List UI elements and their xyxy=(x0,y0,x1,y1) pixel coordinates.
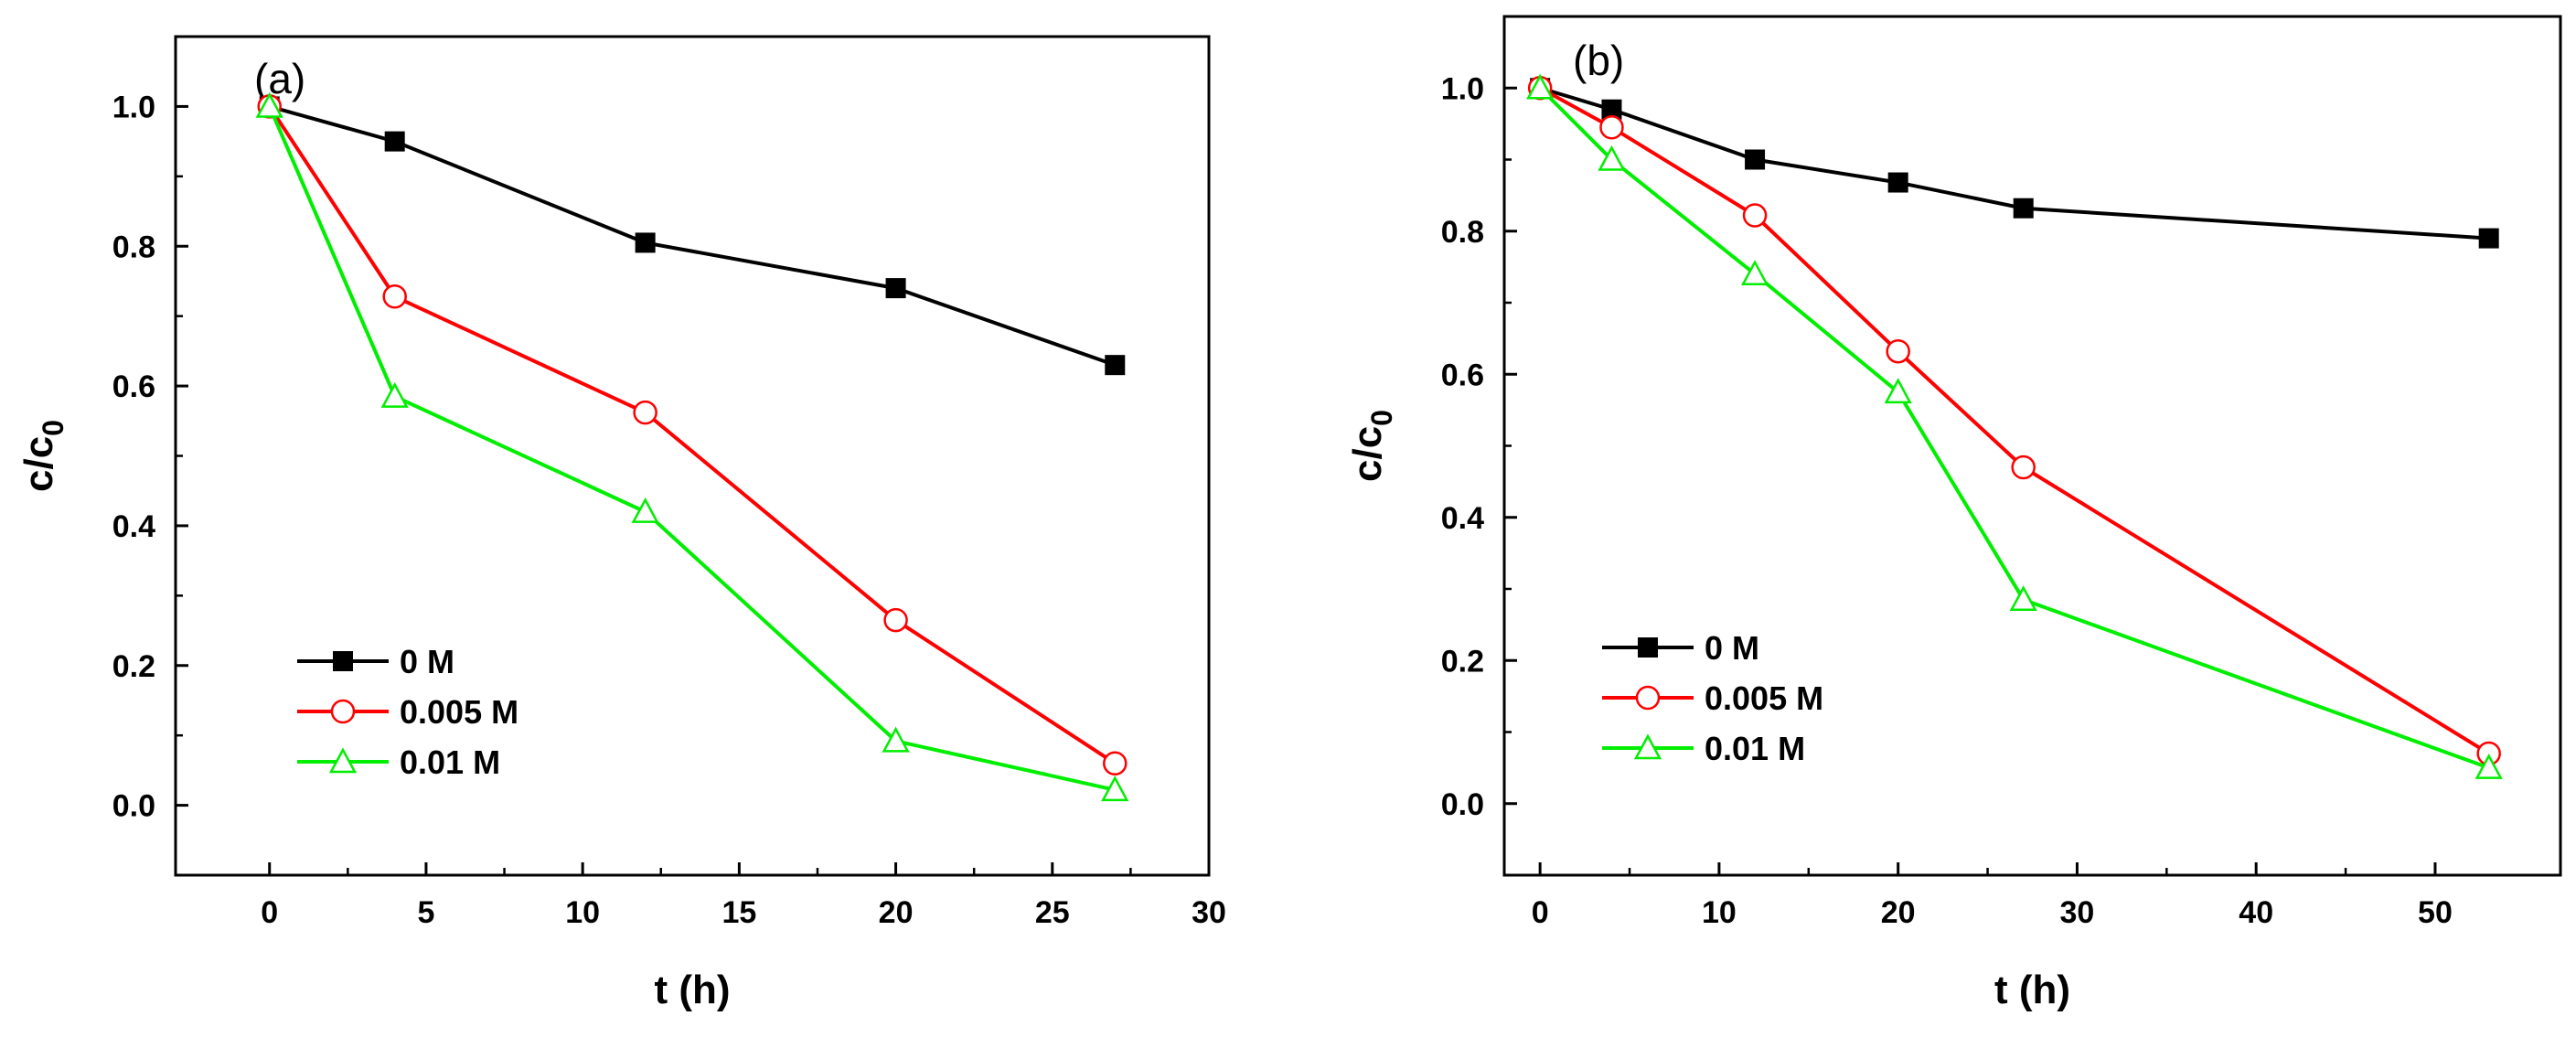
data-point xyxy=(1599,115,1624,140)
series-1 xyxy=(257,94,1128,775)
legend-label: 0 M xyxy=(1705,629,1759,667)
y-tick-label: 0.2 xyxy=(1441,644,1484,679)
data-point xyxy=(883,607,908,633)
panel-label: (b) xyxy=(1573,37,1624,84)
y-tick-label: 0.4 xyxy=(1441,501,1484,536)
legend-marker xyxy=(1635,685,1661,711)
data-point xyxy=(2013,198,2034,219)
data-point xyxy=(1886,338,1910,364)
y-tick-label: 0.6 xyxy=(112,369,155,404)
data-point xyxy=(1601,99,1622,120)
x-tick-label: 20 xyxy=(1881,895,1916,930)
x-tick-label: 0 xyxy=(1532,895,1549,930)
x-tick-label: 40 xyxy=(2239,895,2273,930)
data-point xyxy=(380,381,409,408)
plot-frame xyxy=(174,35,1211,877)
data-point xyxy=(1884,378,1912,404)
series-line xyxy=(1539,86,2490,755)
legend-marker xyxy=(328,747,358,774)
data-point xyxy=(384,131,405,152)
legend: 0 M 0.005 M 0.01 M xyxy=(297,643,518,781)
y-axis-title: c/c0 xyxy=(16,420,69,492)
legend-marker xyxy=(330,699,356,724)
y-tick-label: 0.8 xyxy=(112,230,155,264)
legend-label: 0.005 M xyxy=(400,693,518,731)
series-2 xyxy=(1526,73,2503,779)
series-line xyxy=(267,105,1116,792)
y-tick-label: 1.0 xyxy=(112,90,155,124)
x-tick-label: 25 xyxy=(1035,895,1070,930)
x-tick-label: 50 xyxy=(2418,895,2453,930)
x-tick-label: 5 xyxy=(417,895,434,930)
x-tick-label: 15 xyxy=(721,895,756,930)
data-point xyxy=(631,497,659,523)
data-point xyxy=(2478,228,2499,249)
x-tick-label: 20 xyxy=(879,895,914,930)
series-line xyxy=(1539,86,2489,241)
series-line xyxy=(268,105,1117,765)
y-tick-label: 0.4 xyxy=(112,509,155,544)
x-axis-title: t (h) xyxy=(654,968,730,1012)
legend-label: 0.01 M xyxy=(400,743,500,781)
data-point xyxy=(633,400,657,425)
x-tick-label: 0 xyxy=(261,895,278,930)
data-point xyxy=(1887,172,1908,193)
y-tick-label: 0.8 xyxy=(1441,215,1484,250)
data-point xyxy=(1740,260,1769,285)
data-point xyxy=(255,91,283,118)
legend: 0 M 0.005 M 0.01 M xyxy=(1602,629,1823,767)
chart-panel-a: 0 5 10 15 20 25 30 0.0 0.2 0.4 0.6 0.8 1.0 t (h) c/c0 (… xyxy=(16,35,1226,1012)
data-point xyxy=(1105,355,1126,376)
x-axis-title: t (h) xyxy=(1994,968,2070,1012)
data-point xyxy=(1526,73,1555,100)
data-point xyxy=(885,278,906,299)
y-axis-title: c/c0 xyxy=(1345,410,1398,482)
y-tick-label: 0.0 xyxy=(112,789,155,824)
data-point xyxy=(882,726,910,753)
legend-label: 0.01 M xyxy=(1705,730,1805,767)
legend-label: 0 M xyxy=(400,643,454,680)
series-line xyxy=(1538,86,2490,770)
y-tick-label: 0.6 xyxy=(1441,358,1484,392)
data-point xyxy=(382,284,407,309)
data-point xyxy=(635,232,656,253)
series-2 xyxy=(255,91,1129,802)
legend-marker xyxy=(333,651,353,671)
x-tick-label: 10 xyxy=(565,895,600,930)
legend-marker xyxy=(1633,733,1662,760)
y-tick-label: 1.0 xyxy=(1441,71,1484,106)
data-point xyxy=(1742,203,1768,228)
series-0 xyxy=(1530,78,2499,249)
data-point xyxy=(1101,775,1129,802)
data-point xyxy=(1598,144,1626,171)
data-point xyxy=(2009,585,2037,612)
data-point xyxy=(1103,751,1128,775)
series-0 xyxy=(259,96,1126,376)
x-tick-label: 30 xyxy=(2060,895,2095,930)
y-tick-label: 0.0 xyxy=(1441,787,1484,822)
legend-marker xyxy=(1638,637,1658,658)
data-point xyxy=(1745,149,1766,170)
x-tick-label: 30 xyxy=(1192,895,1226,930)
x-tick-label: 10 xyxy=(1702,895,1737,930)
y-tick-label: 0.2 xyxy=(112,649,155,684)
legend-label: 0.005 M xyxy=(1705,679,1823,717)
data-point xyxy=(2011,454,2036,480)
panel-label: (a) xyxy=(254,55,305,102)
chart-panel-b: 0 10 20 30 40 50 0.0 0.2 0.4 0.6 0.8 1.0 t (h) c/c0 (b… xyxy=(1345,15,2562,1012)
data-point xyxy=(2474,753,2503,779)
series-1 xyxy=(1527,76,2501,766)
